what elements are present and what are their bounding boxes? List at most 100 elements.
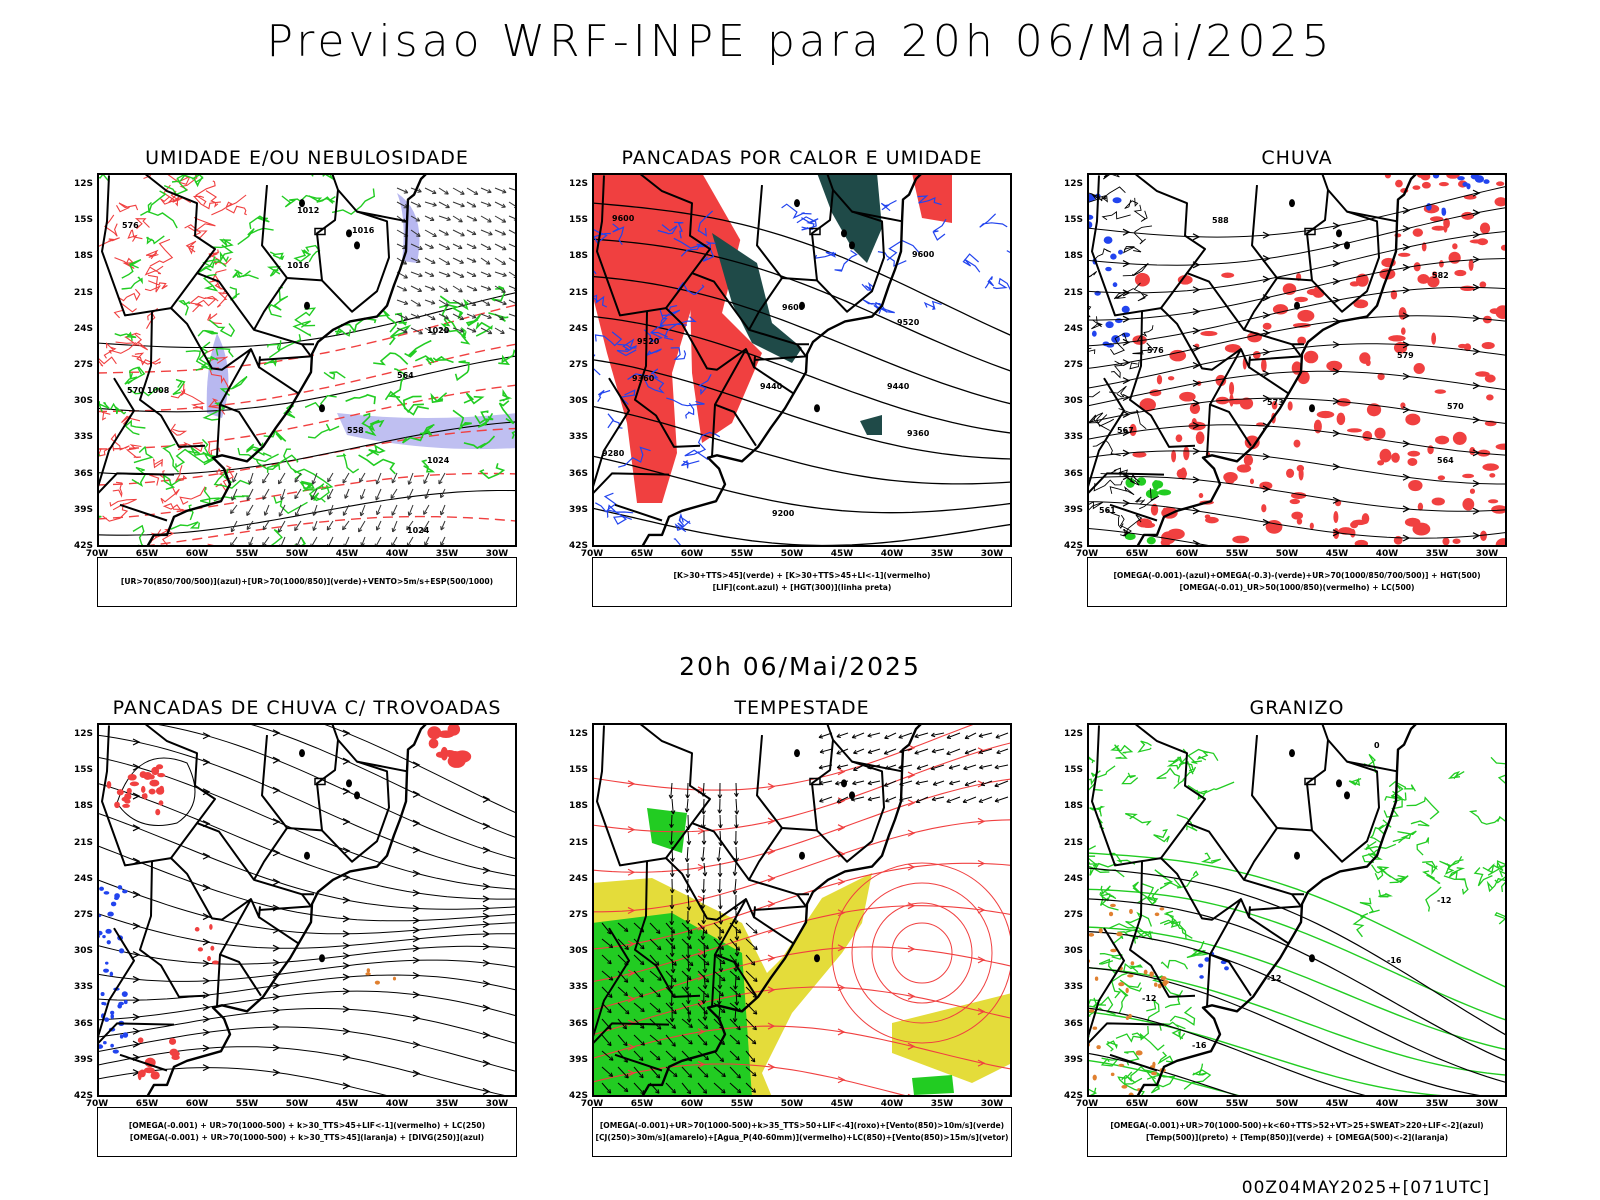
lon-tick-label: 40W xyxy=(385,1099,409,1109)
lat-tick-label: 21S xyxy=(1063,837,1083,848)
main-title: Previsao WRF-INPE para 20h 06/Mai/2025 xyxy=(266,16,1334,67)
panel-title: PANCADAS DE CHUVA C/ TROVOADAS xyxy=(112,697,502,719)
lat-tick-label: 33S xyxy=(1063,982,1083,993)
lat-tick-label: 18S xyxy=(73,801,93,812)
lon-tick-label: 35W xyxy=(1425,1099,1449,1109)
lon-tick-label: 65W xyxy=(1125,549,1149,559)
lon-tick-label: 45W xyxy=(335,549,359,559)
panel-legend: [OMEGA(-0.001)+UR>70(1000-500)+k>35_TTS>… xyxy=(592,1107,1012,1157)
lat-tick-label: 30S xyxy=(1063,946,1083,957)
panel-title: CHUVA xyxy=(1261,147,1333,169)
contour-label: 9280 xyxy=(602,449,625,458)
contour-label: 1016 xyxy=(287,261,310,270)
map-canvas xyxy=(592,723,1012,1097)
lat-tick-label: 39S xyxy=(568,504,588,515)
lat-tick-label: 33S xyxy=(1063,432,1083,443)
lon-tick-label: 65W xyxy=(135,1099,159,1109)
lat-tick-label: 24S xyxy=(1063,873,1083,884)
contour-label: 1012 xyxy=(297,206,319,215)
lat-tick-label: 36S xyxy=(1063,468,1083,479)
lon-tick-label: 55W xyxy=(730,549,754,559)
contour-label: -16 xyxy=(1192,1041,1207,1050)
contour-label: 570 xyxy=(1447,402,1464,411)
contour-label: 579 xyxy=(1397,351,1414,360)
contour-label: 9600 xyxy=(612,214,635,223)
contour-label: 9600 xyxy=(782,303,805,312)
lat-tick-label: 39S xyxy=(73,1054,93,1065)
lat-tick-label: 36S xyxy=(1063,1018,1083,1029)
lon-tick-label: 35W xyxy=(435,549,459,559)
lon-tick-label: 55W xyxy=(235,1099,259,1109)
lon-tick-label: 50W xyxy=(780,549,804,559)
lat-tick-label: 12S xyxy=(1063,729,1083,740)
lon-tick-label: 35W xyxy=(435,1099,459,1109)
legend-line: [UR>70(850/700/500)](azul)+[UR>70(1000/8… xyxy=(120,577,494,586)
lat-tick-label: 36S xyxy=(568,1018,588,1029)
map-canvas: 1012 1016 1016 1020 1008 1024 1024 576 570 564 558 xyxy=(97,173,517,547)
panel-title: TEMPESTADE xyxy=(734,697,870,719)
lat-tick-label: 30S xyxy=(568,946,588,957)
legend-line: [K>30+TTS>45](verde) + [K>30+TTS>45+LI<-… xyxy=(673,571,931,580)
panel-title: PANCADAS POR CALOR E UMIDADE xyxy=(621,147,983,169)
contour-label: 576 xyxy=(1147,346,1164,355)
map-panel-5: TEMPESTADE 12S 15S 18S 21S 24S 27S 30S 33S 36S 39… xyxy=(569,697,1012,1167)
lon-tick-label: 55W xyxy=(235,549,259,559)
lon-tick-label: 50W xyxy=(1275,549,1299,559)
lon-tick-label: 60W xyxy=(185,1099,209,1109)
contour-label: -12 xyxy=(1437,896,1451,905)
lon-tick-label: 55W xyxy=(730,1099,754,1109)
map-frame: 9600 9600 9600 9520 9520 9440 9440 9360 9360 9280… xyxy=(569,173,1012,559)
legend-line: [OMEGA(-0.01)_UR>50(1000/850)(vermelho) … xyxy=(1179,583,1415,592)
lat-tick-label: 42S xyxy=(1063,541,1083,551)
lat-tick-label: 30S xyxy=(73,396,93,407)
lon-tick-label: 30W xyxy=(485,1099,509,1109)
lat-tick-label: 15S xyxy=(73,765,93,776)
lat-tick-label: 21S xyxy=(73,287,93,298)
contour-label: 1024 xyxy=(427,456,450,465)
map-canvas: 9600 9600 9600 9520 9520 9440 9440 9360 9360 9280… xyxy=(592,173,1012,547)
forecast-time-title: 20h 06/Mai/2025 xyxy=(679,652,921,681)
lat-tick-label: 39S xyxy=(73,504,93,515)
contour-label: -12 xyxy=(1142,994,1156,1003)
lon-tick-label: 45W xyxy=(830,549,854,559)
lon-tick-label: 65W xyxy=(630,549,654,559)
lat-tick-label: 21S xyxy=(73,837,93,848)
contour-label: 9440 xyxy=(760,382,783,391)
lat-tick-label: 39S xyxy=(1063,1054,1083,1065)
contour-label: 564 xyxy=(1437,456,1454,465)
legend-line: [OMEGA(-0.001)+UR>70(1000-500)+k>35_TTS>… xyxy=(599,1121,1005,1130)
contour-label: 570 xyxy=(127,386,144,395)
lat-tick-label: 30S xyxy=(1063,396,1083,407)
lat-tick-label: 24S xyxy=(568,323,588,334)
lon-tick-label: 70W xyxy=(85,1099,109,1109)
lat-tick-label: 18S xyxy=(568,801,588,812)
panel-legend: [OMEGA(-0.001)-(azul)+OMEGA(-0.3)-(verde… xyxy=(1087,557,1507,607)
lat-tick-label: 42S xyxy=(73,1091,93,1101)
panel-legend: [UR>70(850/700/500)](azul)+[UR>70(1000/8… xyxy=(97,557,517,607)
lat-tick-label: 15S xyxy=(1063,215,1083,226)
legend-line: [OMEGA(-0.001)+UR>70(1000-500)+k<60+TTS>… xyxy=(1110,1121,1484,1130)
lon-tick-label: 65W xyxy=(630,1099,654,1109)
contour-label: 9520 xyxy=(637,337,660,346)
lat-tick-label: 39S xyxy=(568,1054,588,1065)
lat-tick-label: 15S xyxy=(568,215,588,226)
contour-label: -16 xyxy=(1387,956,1402,965)
panel-legend: [OMEGA(-0.001) + UR>70(1000-500) + k>30_… xyxy=(97,1107,517,1157)
lat-tick-label: 12S xyxy=(568,729,588,740)
lon-tick-label: 50W xyxy=(285,1099,309,1109)
lat-tick-label: 27S xyxy=(1063,910,1083,921)
map-panel-3: CHUVA 588 582 576 579 573 570 567 564 561 12S 15S… xyxy=(1064,147,1507,617)
map-panel-1: UMIDADE E/OU NEBULOSIDADE 1012 1016 1016 10… xyxy=(74,147,517,617)
contour-label: 582 xyxy=(1432,271,1449,280)
lon-tick-label: 60W xyxy=(1175,549,1199,559)
contour-label: 558 xyxy=(347,426,364,435)
contour-label: 567 xyxy=(1117,426,1134,435)
lon-tick-label: 65W xyxy=(1125,1099,1149,1109)
contour-label: 1020 xyxy=(427,326,450,335)
lon-tick-label: 40W xyxy=(880,549,904,559)
lon-tick-label: 70W xyxy=(85,549,109,559)
lat-tick-label: 42S xyxy=(1063,1091,1083,1101)
contour-label: 1016 xyxy=(352,226,375,235)
lon-tick-label: 30W xyxy=(980,1099,1004,1109)
lon-tick-label: 30W xyxy=(1475,1099,1499,1109)
